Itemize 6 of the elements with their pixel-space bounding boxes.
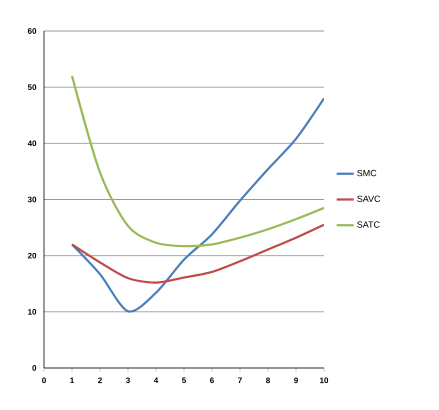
legend-label: SMC [357, 170, 376, 176]
line-series [70, 97, 324, 312]
legend-label: SAVC [357, 196, 380, 202]
line-series [70, 224, 324, 284]
line-series [70, 74, 324, 248]
legend-label: SATC [357, 221, 380, 228]
